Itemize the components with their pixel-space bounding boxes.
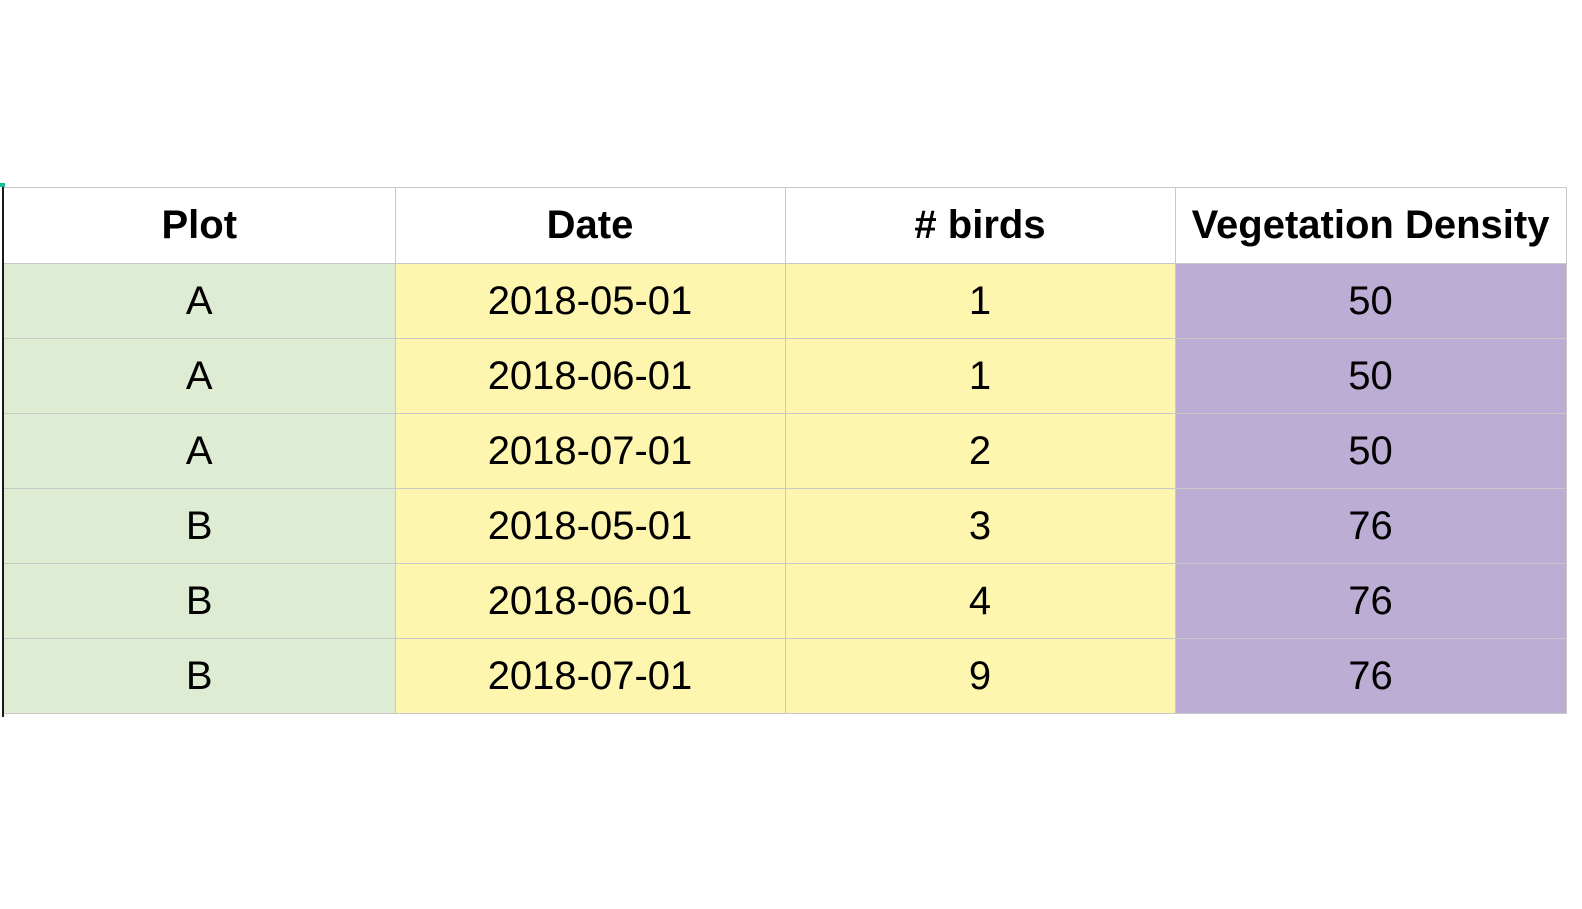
- cell-date[interactable]: 2018-05-01: [394, 263, 786, 339]
- table-row: B 2018-06-01 4 76: [4, 563, 1567, 639]
- table-row: B 2018-05-01 3 76: [4, 488, 1567, 564]
- cell-vegetation-density[interactable]: 76: [1174, 638, 1567, 714]
- cell-birds[interactable]: 4: [784, 563, 1176, 639]
- header-cell-vegetation-density[interactable]: Vegetation Density: [1174, 187, 1567, 264]
- cell-plot[interactable]: A: [4, 263, 396, 339]
- cell-date[interactable]: 2018-05-01: [394, 488, 786, 564]
- cell-birds[interactable]: 1: [784, 338, 1176, 414]
- selection-corner-marker: [0, 183, 5, 187]
- cell-birds[interactable]: 1: [784, 263, 1176, 339]
- cell-plot[interactable]: B: [4, 488, 396, 564]
- header-cell-plot[interactable]: Plot: [4, 187, 396, 264]
- table-row: A 2018-06-01 1 50: [4, 338, 1567, 414]
- cell-vegetation-density[interactable]: 50: [1174, 413, 1567, 489]
- sheet-left-border: [2, 187, 4, 717]
- spreadsheet-grid: Plot Date # birds Vegetation Density A 2…: [4, 187, 1567, 716]
- cell-date[interactable]: 2018-06-01: [394, 563, 786, 639]
- cell-date[interactable]: 2018-07-01: [394, 638, 786, 714]
- cell-plot[interactable]: A: [4, 413, 396, 489]
- header-cell-birds[interactable]: # birds: [784, 187, 1176, 264]
- table-row: A 2018-07-01 2 50: [4, 413, 1567, 489]
- cell-plot[interactable]: B: [4, 563, 396, 639]
- cell-date[interactable]: 2018-07-01: [394, 413, 786, 489]
- cell-birds[interactable]: 9: [784, 638, 1176, 714]
- cell-vegetation-density[interactable]: 76: [1174, 488, 1567, 564]
- cell-vegetation-density[interactable]: 76: [1174, 563, 1567, 639]
- table-row: B 2018-07-01 9 76: [4, 638, 1567, 714]
- cell-plot[interactable]: B: [4, 638, 396, 714]
- cell-birds[interactable]: 2: [784, 413, 1176, 489]
- header-cell-date[interactable]: Date: [394, 187, 786, 264]
- data-table: Plot Date # birds Vegetation Density A 2…: [4, 187, 1567, 714]
- cell-vegetation-density[interactable]: 50: [1174, 263, 1567, 339]
- header-row: Plot Date # birds Vegetation Density: [4, 187, 1567, 264]
- cell-plot[interactable]: A: [4, 338, 396, 414]
- cell-birds[interactable]: 3: [784, 488, 1176, 564]
- cell-date[interactable]: 2018-06-01: [394, 338, 786, 414]
- cell-vegetation-density[interactable]: 50: [1174, 338, 1567, 414]
- table-row: A 2018-05-01 1 50: [4, 263, 1567, 339]
